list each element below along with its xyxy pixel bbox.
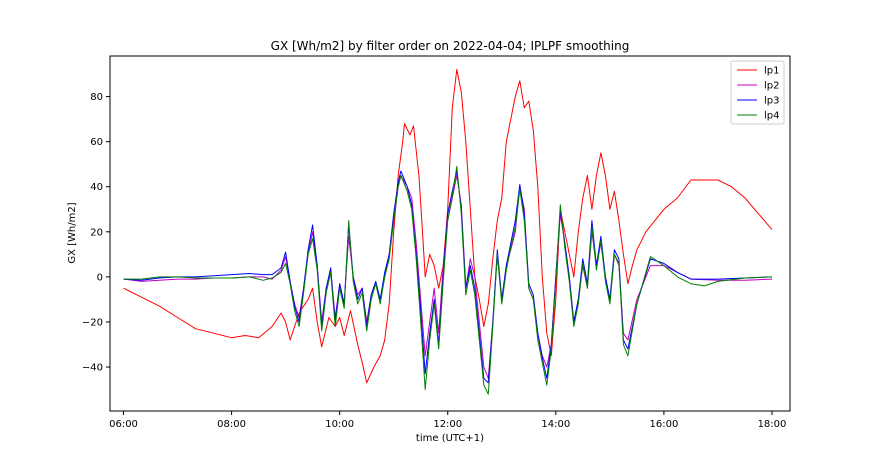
series-line-lp3 xyxy=(123,170,773,384)
y-axis-label: GX [Wh/m2] xyxy=(67,202,78,263)
y-axis: −40 −20 0 20 40 60 80 xyxy=(82,92,110,374)
legend-label-lp2: lp2 xyxy=(764,81,780,92)
legend: lp1 lp2 lp3 lp4 xyxy=(730,60,785,125)
series-line-lp1 xyxy=(123,69,773,384)
x-tick-label: 18:00 xyxy=(758,419,787,430)
legend-box xyxy=(730,60,785,125)
x-tick-label: 14:00 xyxy=(541,419,570,430)
y-tick-label: 0 xyxy=(97,272,103,283)
x-axis: 06:00 08:00 10:00 12:00 14:00 16:00 18:00 xyxy=(109,411,786,430)
series-layer xyxy=(123,69,773,395)
x-tick-label: 16:00 xyxy=(649,419,678,430)
y-tick-label: 40 xyxy=(90,182,103,193)
y-tick-label: 80 xyxy=(90,92,103,103)
legend-label-lp1: lp1 xyxy=(764,66,780,77)
plot-area xyxy=(110,56,790,411)
x-tick-label: 10:00 xyxy=(325,419,354,430)
series-line-lp4 xyxy=(123,165,773,395)
x-tick-label: 12:00 xyxy=(433,419,462,430)
y-tick-label: −20 xyxy=(82,317,103,328)
legend-label-lp4: lp4 xyxy=(764,111,780,122)
y-tick-label: −40 xyxy=(82,363,103,374)
y-tick-label: 20 xyxy=(90,227,103,238)
chart-title: GX [Wh/m2] by filter order on 2022-04-04… xyxy=(271,39,630,53)
y-tick-label: 60 xyxy=(90,137,103,148)
x-tick-label: 06:00 xyxy=(109,419,138,430)
legend-label-lp3: lp3 xyxy=(764,96,780,107)
plot-frame xyxy=(109,55,791,412)
x-tick-label: 08:00 xyxy=(217,419,246,430)
x-axis-label: time (UTC+1) xyxy=(416,433,484,444)
